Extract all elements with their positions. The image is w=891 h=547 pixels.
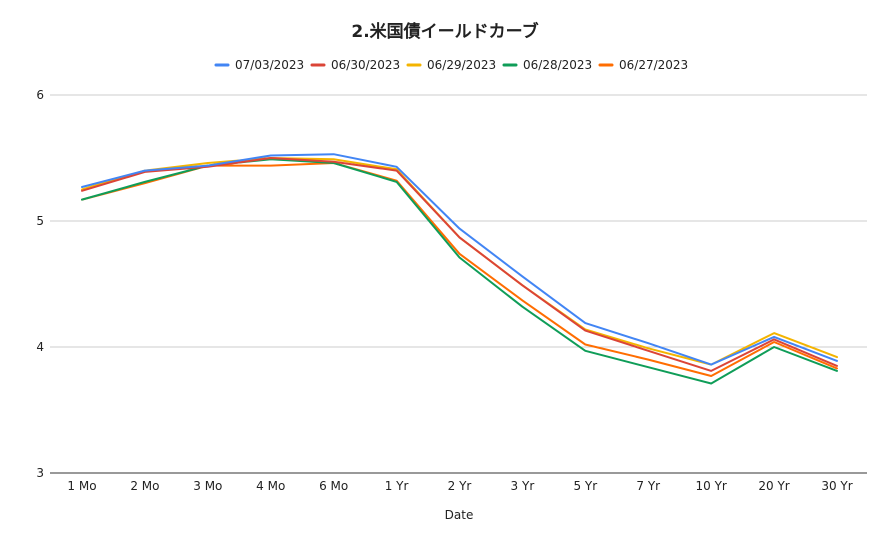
series-line-4 — [81, 158, 838, 385]
x-tick-label: 10 Yr — [695, 479, 726, 493]
x-tick-label: 6 Mo — [319, 479, 348, 493]
series-line-5 — [81, 162, 838, 377]
chart-title: 2.米国債イールドカーブ — [351, 21, 538, 42]
legend-item[interactable]: 06/30/2023 — [310, 58, 400, 72]
x-tick-label: 3 Yr — [511, 479, 535, 493]
x-tick-label: 7 Yr — [636, 479, 660, 493]
gridlines — [50, 94, 867, 474]
x-tick-label: 20 Yr — [758, 479, 789, 493]
y-tick-label: 3 — [36, 466, 44, 480]
y-tick-label: 6 — [36, 88, 44, 102]
x-axis-ticks: 1 Mo 2 Mo 3 Mo 4 Mo 6 Mo 1 Yr 2 Yr 3 Yr 5 Yr 7 Yr… — [67, 479, 852, 493]
y-tick-label: 5 — [36, 214, 44, 228]
legend-item[interactable]: 06/27/2023 — [598, 58, 688, 72]
x-tick-label: 3 Mo — [193, 479, 222, 493]
x-tick-label: 4 Mo — [256, 479, 285, 493]
series-line-1 — [81, 153, 838, 366]
x-axis-title: Date — [445, 508, 474, 522]
legend: 07/03/2023 06/30/2023 06/29/2023 06/28/2023… — [214, 58, 688, 72]
legend-label: 06/29/2023 — [427, 58, 496, 72]
legend-item[interactable]: 06/28/2023 — [502, 58, 592, 72]
legend-label: 06/28/2023 — [523, 58, 592, 72]
x-tick-label: 1 Yr — [385, 479, 409, 493]
x-tick-label: 5 Yr — [573, 479, 597, 493]
x-tick-label: 30 Yr — [821, 479, 852, 493]
series-lines — [81, 153, 838, 385]
legend-item[interactable]: 06/29/2023 — [406, 58, 496, 72]
x-tick-label: 2 Yr — [448, 479, 472, 493]
legend-label: 07/03/2023 — [235, 58, 304, 72]
y-tick-label: 4 — [36, 340, 44, 354]
x-tick-label: 1 Mo — [67, 479, 96, 493]
legend-item[interactable]: 07/03/2023 — [214, 58, 304, 72]
y-axis-ticks: 3 4 5 6 — [36, 88, 44, 480]
legend-label: 06/27/2023 — [619, 58, 688, 72]
series-line-3 — [81, 157, 838, 366]
series-line-2 — [81, 157, 838, 372]
x-tick-label: 2 Mo — [130, 479, 159, 493]
legend-label: 06/30/2023 — [331, 58, 400, 72]
